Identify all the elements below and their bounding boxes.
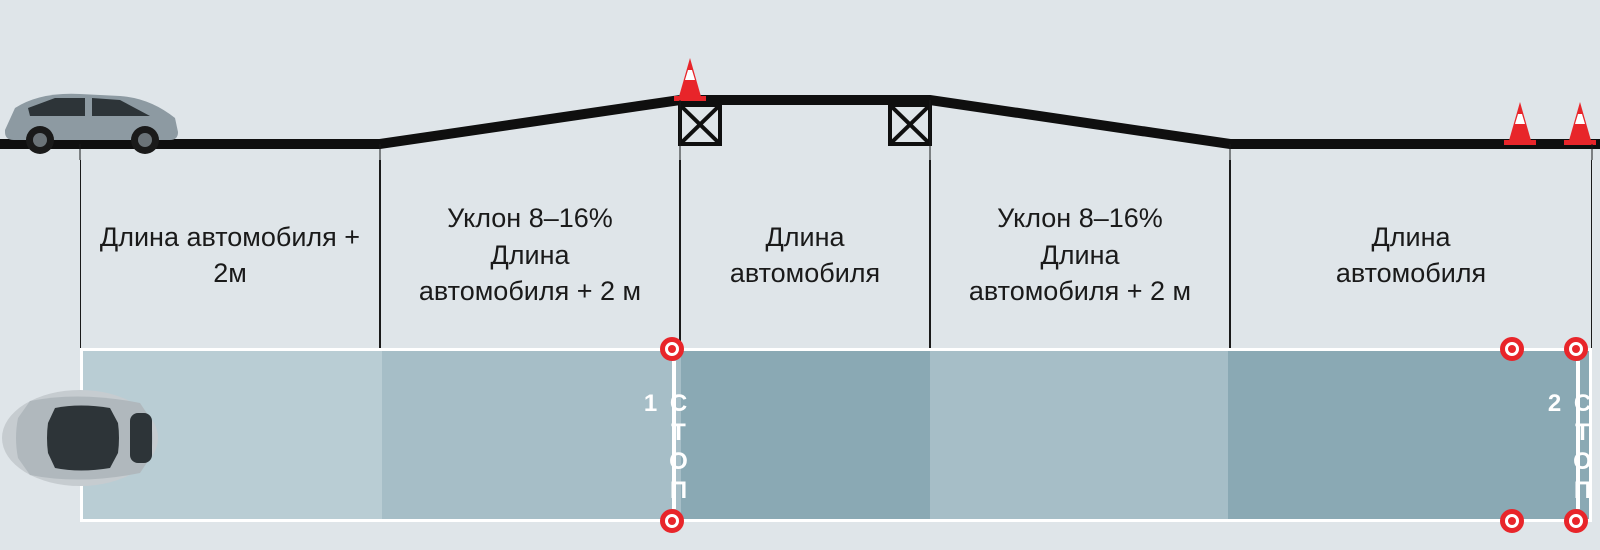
stop-marker-icon bbox=[660, 337, 684, 361]
track-segment bbox=[681, 351, 930, 519]
label-text: Длина автомобиля + 2м bbox=[89, 219, 371, 292]
segment-label: Уклон 8–16% Длина автомобиля + 2 м bbox=[930, 160, 1230, 350]
car-top-icon bbox=[0, 373, 170, 503]
ramp-profile-svg bbox=[0, 0, 1600, 160]
label-text: автомобиля bbox=[730, 255, 880, 291]
label-text: Длина bbox=[1336, 219, 1486, 255]
stop-marker-icon bbox=[1500, 509, 1524, 533]
segment-label: Длина автомобиля bbox=[680, 160, 930, 350]
cone-icon bbox=[674, 58, 706, 101]
label-text: автомобиля bbox=[1336, 255, 1486, 291]
cone-icon bbox=[1564, 102, 1596, 145]
support-left bbox=[680, 105, 720, 144]
segment-label: Длина автомобиля + 2м bbox=[80, 160, 380, 350]
support-right bbox=[890, 105, 930, 144]
track-segment bbox=[1228, 351, 1589, 519]
segment-label: Уклон 8–16% Длина автомобиля + 2 м bbox=[380, 160, 680, 350]
stop-1-label: СТОП 1 bbox=[636, 390, 692, 528]
stop-2-label: СТОП 2 bbox=[1540, 390, 1596, 528]
cone-icon bbox=[1504, 102, 1536, 145]
label-text: автомобиля + 2 м bbox=[419, 273, 641, 309]
segment-label: Длина автомобиля bbox=[1230, 160, 1592, 350]
label-text: Длина bbox=[419, 237, 641, 273]
label-text: Уклон 8–16% bbox=[419, 200, 641, 236]
label-text: Длина bbox=[969, 237, 1191, 273]
stop-marker-icon bbox=[1500, 337, 1524, 361]
stop-marker-icon bbox=[1564, 337, 1588, 361]
road-surface bbox=[0, 100, 1600, 144]
segment-labels-row: Длина автомобиля + 2м Уклон 8–16% Длина … bbox=[0, 160, 1600, 350]
side-view bbox=[0, 0, 1600, 160]
label-text: Длина bbox=[730, 219, 880, 255]
track-segment bbox=[930, 351, 1229, 519]
track-lane bbox=[80, 348, 1592, 522]
top-view: СТОП 1 СТОП 2 bbox=[0, 348, 1600, 528]
label-text: автомобиля + 2 м bbox=[969, 273, 1191, 309]
label-text: Уклон 8–16% bbox=[969, 200, 1191, 236]
